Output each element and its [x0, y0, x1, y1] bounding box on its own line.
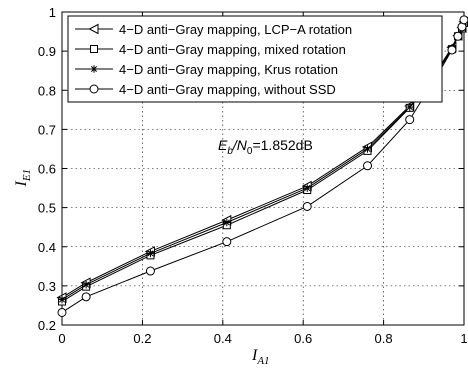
data-point [453, 31, 463, 41]
data-point [146, 249, 155, 258]
y-tick-label: 0.6 [38, 162, 56, 177]
x-tick-label: 0.8 [375, 331, 393, 346]
data-point [447, 45, 457, 55]
legend: 4−D anti−Gray mapping, LCP−A rotation 4−D… [67, 15, 443, 103]
y-tick-label: 0.9 [38, 44, 56, 59]
data-point [405, 103, 414, 111]
legend-item: 4−D anti−Gray mapping, mixed rotation [75, 42, 346, 57]
data-point [459, 15, 468, 25]
x-tick-label: 1 [460, 331, 467, 346]
y-axis-label: IE1 [13, 169, 33, 188]
legend-item: 4−D anti−Gray mapping, LCP−A rotation [75, 22, 352, 37]
legend-item: 4−D anti−Gray mapping, without SSD [75, 82, 336, 97]
y-tick-label: 0.3 [38, 279, 56, 294]
y-tick-label: 0.5 [38, 201, 56, 216]
data-point [57, 307, 67, 317]
legend-label: 4−D anti−Gray mapping, LCP−A rotation [119, 22, 352, 37]
series-layer [56, 15, 468, 317]
legend-label: 4−D anti−Gray mapping, mixed rotation [119, 42, 346, 57]
legend-marker [90, 45, 98, 53]
y-tick-label: 1 [49, 5, 56, 20]
data-point [363, 161, 373, 171]
legend-label: 4−D anti−Gray mapping, without SSD [119, 82, 336, 97]
y-tick-label: 0.4 [38, 240, 56, 255]
data-point [81, 292, 91, 302]
y-tick-label: 0.2 [38, 318, 56, 333]
x-tick-label: 0.6 [294, 331, 312, 346]
data-point [58, 295, 66, 304]
x-tick-label: 0.2 [133, 331, 151, 346]
legend-marker [90, 65, 98, 73]
data-point [222, 237, 232, 247]
y-tick-label: 0.8 [38, 83, 56, 98]
annotation-eb-n0: Eb/N0=1.852dB [218, 137, 313, 157]
x-tick-label: 0 [58, 331, 65, 346]
legend-marker [89, 84, 99, 94]
data-point [223, 218, 231, 227]
axis-ticks: 0 0.2 0.4 0.6 0.8 10.20.30.40.50.60.70.80.91 [38, 5, 468, 346]
data-point [82, 280, 90, 289]
data-point [302, 201, 312, 211]
legend-box [67, 15, 443, 103]
legend-label: 4−D anti−Gray mapping, Krus rotation [119, 62, 338, 77]
legend-marker [88, 23, 99, 35]
x-axis-label: IA1 [251, 347, 270, 367]
data-point [303, 184, 312, 192]
data-point [363, 145, 372, 153]
y-tick-label: 0.7 [38, 122, 56, 137]
data-point [145, 266, 155, 276]
x-tick-label: 0.4 [214, 331, 232, 346]
legend-item: 4−D anti−Gray mapping, Krus rotation [75, 62, 338, 77]
data-point [405, 115, 415, 125]
